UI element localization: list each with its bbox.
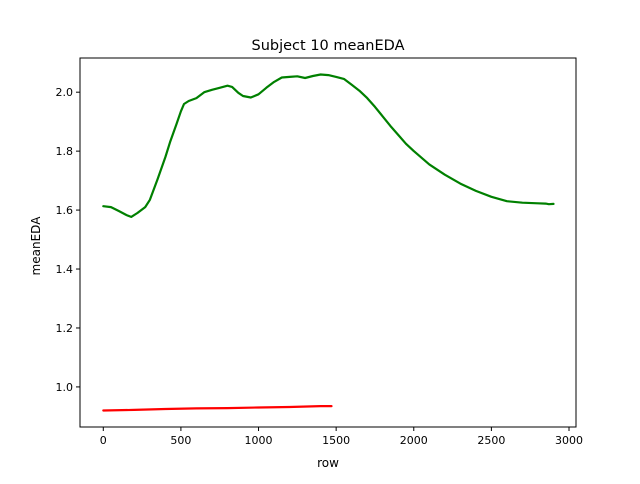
series-line-1 bbox=[102, 405, 333, 412]
y-tick-label: 1.6 bbox=[56, 204, 74, 217]
y-tick-label: 2.0 bbox=[56, 86, 74, 99]
y-tick-label: 1.8 bbox=[56, 145, 74, 158]
axes-frame bbox=[79, 57, 577, 428]
y-axis-label: meanEDA bbox=[29, 216, 43, 276]
x-tick-label: 1000 bbox=[245, 434, 273, 447]
series-line-0 bbox=[102, 73, 555, 218]
x-tick-label: 2500 bbox=[477, 434, 505, 447]
y-tick-label: 1.2 bbox=[56, 322, 74, 335]
x-tick-label: 0 bbox=[100, 434, 107, 447]
x-tick-label: 2000 bbox=[400, 434, 428, 447]
x-axis-label: row bbox=[317, 456, 339, 470]
y-tick-label: 1.4 bbox=[56, 263, 74, 276]
chart-title: Subject 10 meanEDA bbox=[252, 38, 405, 54]
x-tick-label: 1500 bbox=[322, 434, 350, 447]
x-tick-label: 500 bbox=[170, 434, 191, 447]
y-tick-label: 1.0 bbox=[56, 381, 74, 394]
plot-area: 0 500 1000 1500 2000 2500 3000 1.0 1.2 1.4 1.6 1.8 2… bbox=[56, 57, 583, 447]
x-tick-label: 3000 bbox=[555, 434, 583, 447]
